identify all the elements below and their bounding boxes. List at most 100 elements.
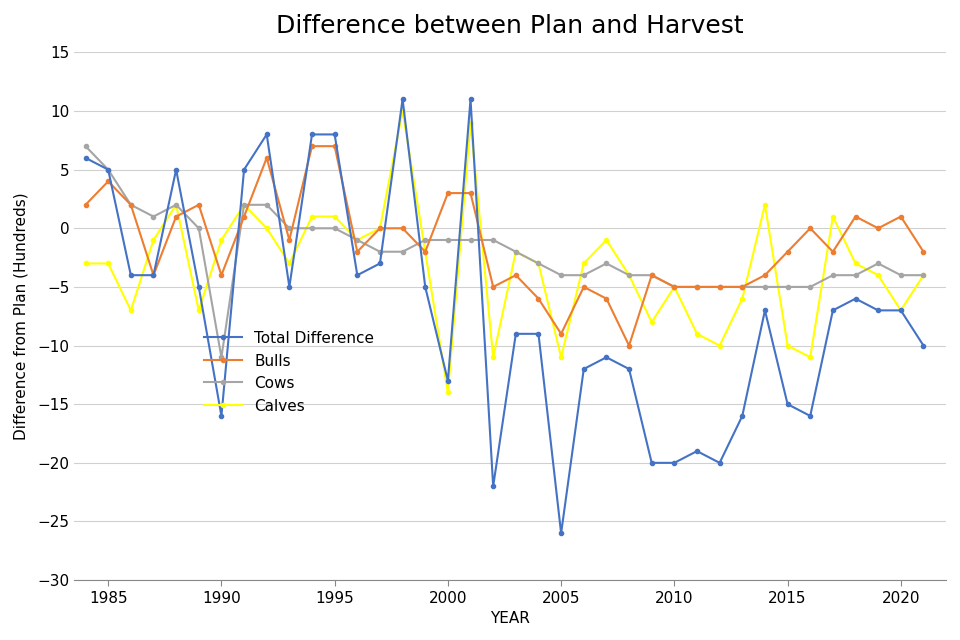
Bulls [465, 189, 476, 197]
Bulls [351, 248, 363, 255]
Bulls [714, 283, 726, 291]
Bulls [533, 295, 544, 303]
Calves [306, 212, 318, 220]
Calves [148, 236, 159, 244]
Bulls [555, 330, 566, 338]
Cows [306, 225, 318, 232]
Bulls [329, 142, 341, 150]
Bulls [443, 189, 454, 197]
Cows [329, 225, 341, 232]
Total Difference [533, 330, 544, 338]
Bulls [623, 342, 635, 349]
Calves [850, 260, 861, 268]
Total Difference [646, 459, 658, 467]
Cows [80, 142, 91, 150]
Calves [555, 353, 566, 361]
Cows [238, 201, 250, 209]
Cows [759, 283, 771, 291]
Calves [420, 248, 431, 255]
Total Difference [736, 412, 748, 420]
Bulls [374, 225, 386, 232]
Total Difference [804, 412, 816, 420]
Cows [420, 236, 431, 244]
Cows [148, 212, 159, 220]
Bulls [103, 177, 114, 185]
Bulls [261, 154, 273, 162]
Calves [170, 201, 181, 209]
Total Difference [261, 131, 273, 138]
Cows [555, 271, 566, 279]
Bulls [80, 201, 91, 209]
Calves [283, 260, 295, 268]
Bulls [420, 248, 431, 255]
Calves [125, 307, 136, 314]
Total Difference [623, 365, 635, 373]
Total Difference [351, 271, 363, 279]
Total Difference [80, 154, 91, 162]
Total Difference [103, 166, 114, 173]
Cows [601, 260, 612, 268]
Total Difference [714, 459, 726, 467]
Calves [374, 225, 386, 232]
Calves [351, 236, 363, 244]
Cows [261, 201, 273, 209]
Bulls [148, 271, 159, 279]
Y-axis label: Difference from Plan (Hundreds): Difference from Plan (Hundreds) [13, 193, 29, 440]
Calves [193, 307, 204, 314]
Total Difference [691, 447, 703, 455]
Bulls [510, 271, 521, 279]
Bulls [736, 283, 748, 291]
Cows [850, 271, 861, 279]
Line: Calves: Calves [84, 109, 925, 394]
Cows [465, 236, 476, 244]
Total Difference [828, 307, 839, 314]
Line: Cows: Cows [84, 144, 925, 360]
Bulls [759, 271, 771, 279]
Bulls [396, 225, 408, 232]
Bulls [691, 283, 703, 291]
Calves [216, 236, 228, 244]
Calves [396, 107, 408, 115]
Calves [895, 307, 906, 314]
Bulls [873, 225, 884, 232]
Cows [691, 283, 703, 291]
Cows [918, 271, 929, 279]
Calves [533, 260, 544, 268]
Cows [781, 283, 793, 291]
Calves [238, 201, 250, 209]
Calves [668, 283, 680, 291]
Total Difference [238, 166, 250, 173]
Total Difference [420, 283, 431, 291]
Bulls [668, 283, 680, 291]
Bulls [781, 248, 793, 255]
Total Difference [170, 166, 181, 173]
Bulls [828, 248, 839, 255]
Total Difference [601, 353, 612, 361]
Bulls [578, 283, 589, 291]
Cows [623, 271, 635, 279]
Cows [828, 271, 839, 279]
Cows [804, 283, 816, 291]
Total Difference [759, 307, 771, 314]
Bulls [895, 212, 906, 220]
Cows [125, 201, 136, 209]
Bulls [170, 212, 181, 220]
Bulls [306, 142, 318, 150]
Calves [691, 330, 703, 338]
Bulls [601, 295, 612, 303]
Total Difference [306, 131, 318, 138]
Total Difference [578, 365, 589, 373]
Line: Bulls: Bulls [84, 144, 925, 348]
X-axis label: YEAR: YEAR [491, 611, 530, 626]
Bulls [646, 271, 658, 279]
Cows [351, 236, 363, 244]
Line: Total Difference: Total Difference [84, 97, 925, 535]
Cows [193, 225, 204, 232]
Cows [736, 283, 748, 291]
Cows [668, 283, 680, 291]
Cows [533, 260, 544, 268]
Cows [396, 248, 408, 255]
Calves [443, 388, 454, 396]
Calves [80, 260, 91, 268]
Total Difference [781, 401, 793, 408]
